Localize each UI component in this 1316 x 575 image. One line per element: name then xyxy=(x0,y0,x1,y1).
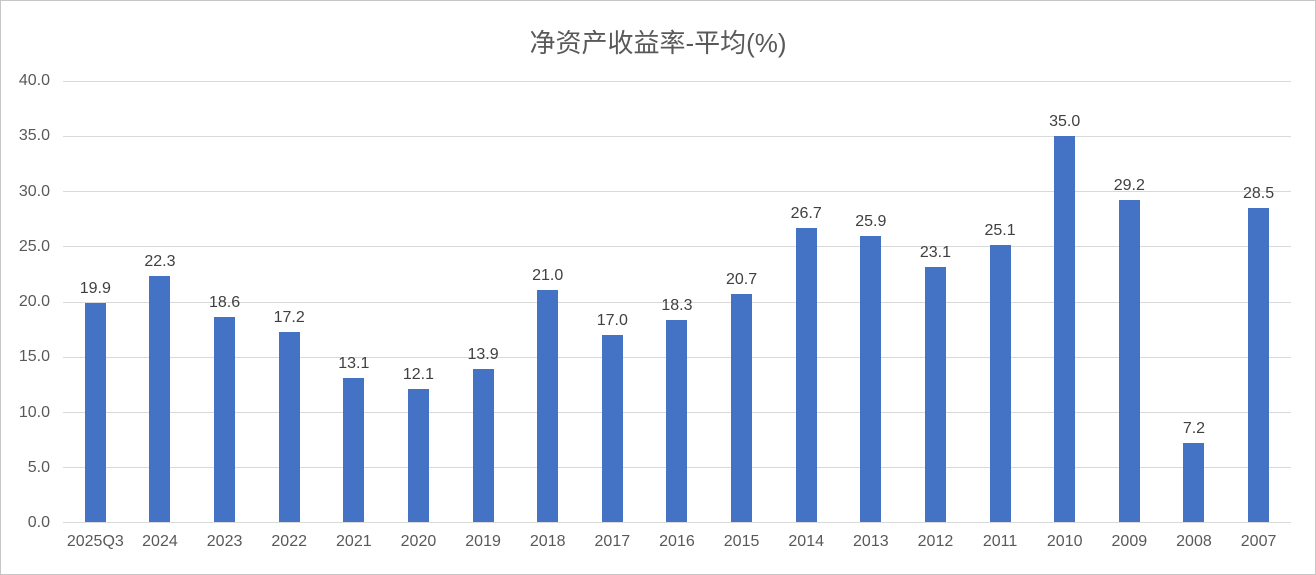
bar-column-2025Q3: 19.9 xyxy=(63,81,128,522)
x-axis-tick-label: 2022 xyxy=(271,533,307,550)
bar-column-2021: 13.1 xyxy=(322,81,387,522)
x-axis-tick-label: 2007 xyxy=(1240,533,1277,550)
bar-column-2016: 18.3 xyxy=(645,81,710,522)
gridline xyxy=(63,246,1291,248)
x-axis-tick-label: 2020 xyxy=(400,533,437,550)
chart-title: 净资产收益率-平均(%) xyxy=(529,27,787,58)
bar-value-label: 17.0 xyxy=(596,311,628,329)
bar-value-label: 25.1 xyxy=(984,222,1016,240)
x-axis-tick-label: 2024 xyxy=(142,533,178,550)
bar-2017 xyxy=(601,334,623,522)
bar-2014 xyxy=(795,227,817,522)
bar-2010 xyxy=(1054,136,1076,522)
y-axis-tick-label: 5.0 xyxy=(27,458,50,476)
bar-2016 xyxy=(666,320,688,522)
bar-2025Q3 xyxy=(84,302,106,522)
y-axis-tick-label: 40.0 xyxy=(18,72,50,89)
bar-value-label: 19.9 xyxy=(79,279,111,297)
y-axis-tick-label: 20.0 xyxy=(18,293,50,310)
x-axis-tick-label: 2017 xyxy=(594,533,631,550)
y-axis-tick-label: 10.0 xyxy=(18,403,50,421)
bar-value-label: 17.2 xyxy=(273,309,305,327)
bar-column-2009: 29.2 xyxy=(1097,81,1162,522)
y-axis-tick-label: 0.0 xyxy=(27,514,50,531)
bar-column-2022: 17.2 xyxy=(257,81,322,522)
y-axis-tick-label: 25.0 xyxy=(18,237,50,255)
bar-2024 xyxy=(149,276,171,522)
chart-body: 0.0 5.0 10.0 15.0 20.0 25.0 30.0 35.0 40.0 19.9 2… xyxy=(1,72,1315,531)
bar-column-2023: 18.6 xyxy=(192,81,257,522)
bar-column-2007: 28.5 xyxy=(1226,81,1291,522)
x-axis-tick-label: 2012 xyxy=(917,533,954,550)
bar-column-2015: 20.7 xyxy=(709,81,774,522)
bar-value-label: 18.3 xyxy=(661,297,693,315)
bar-2013 xyxy=(860,236,882,522)
x-axis-tick-label: 2015 xyxy=(723,533,760,550)
plot-area: 19.9 22.3 18.6 17.2 13.1 12.1 13.9 21.0 17.0 18.3… xyxy=(63,81,1291,523)
x-axis-tick-label: 2023 xyxy=(206,533,243,550)
x-axis-tick-label: 2008 xyxy=(1176,533,1212,550)
bar-column-2011: 25.1 xyxy=(968,81,1033,522)
bar-value-label: 22.3 xyxy=(144,253,176,271)
bar-2008 xyxy=(1183,442,1205,522)
y-axis-tick-label: 30.0 xyxy=(18,182,50,200)
gridline xyxy=(63,136,1291,138)
bar-2022 xyxy=(278,332,300,522)
bar-2019 xyxy=(472,368,494,522)
bar-value-label: 12.1 xyxy=(402,365,434,383)
bar-value-label: 7.2 xyxy=(1182,419,1206,437)
bar-value-label: 28.5 xyxy=(1242,184,1275,202)
bar-value-label: 21.0 xyxy=(532,267,564,285)
bar-2018 xyxy=(537,290,559,522)
x-axis-tick-label: 2021 xyxy=(336,533,372,550)
bar-2012 xyxy=(924,267,946,522)
gridline xyxy=(63,301,1291,303)
bar-2011 xyxy=(989,245,1011,522)
bar-column-2012: 23.1 xyxy=(903,81,968,522)
bar-column-2018: 21.0 xyxy=(515,81,580,522)
bar-2015 xyxy=(731,293,753,522)
bar-column-2010: 35.0 xyxy=(1032,81,1097,522)
bar-column-2020: 12.1 xyxy=(386,81,451,522)
gridline xyxy=(63,81,1291,82)
y-axis-tick-label: 35.0 xyxy=(18,127,50,145)
x-axis-tick-label: 2025Q3 xyxy=(66,533,124,550)
bar-value-label: 13.1 xyxy=(338,354,370,372)
y-axis: 0.0 5.0 10.0 15.0 20.0 25.0 30.0 35.0 40.0 xyxy=(1,72,63,531)
bar-value-label: 23.1 xyxy=(919,244,951,262)
x-axis-tick-label: 2014 xyxy=(788,533,824,550)
bar-column-2024: 22.3 xyxy=(128,81,193,522)
bar-2020 xyxy=(407,388,429,522)
bar-2009 xyxy=(1118,200,1140,522)
y-axis-tick-label: 15.0 xyxy=(18,348,50,366)
x-axis-tick-label: 2009 xyxy=(1111,533,1148,550)
bar-value-label: 26.7 xyxy=(790,204,822,222)
bar-value-label: 29.2 xyxy=(1113,177,1145,195)
bar-2007 xyxy=(1248,207,1270,522)
bar-column-2019: 13.9 xyxy=(451,81,516,522)
bar-column-2008: 7.2 xyxy=(1162,81,1227,522)
x-axis: 2025Q3 2024 2023 2022 2021 2020 2019 2018 2017 20… xyxy=(63,523,1291,551)
bar-value-label: 25.9 xyxy=(855,213,887,231)
bar-value-label: 18.6 xyxy=(208,293,241,311)
x-axis-tick-label: 2013 xyxy=(853,533,889,550)
bar-value-label: 35.0 xyxy=(1049,113,1081,131)
bar-value-label: 13.9 xyxy=(467,345,499,363)
x-axis-tick-label: 2018 xyxy=(529,533,566,550)
x-axis-tick-label: 2016 xyxy=(659,533,695,550)
x-axis-tick-label: 2011 xyxy=(982,533,1018,550)
bar-column-2014: 26.7 xyxy=(774,81,839,522)
x-axis-tick-label: 2010 xyxy=(1046,533,1083,550)
bar-column-2017: 17.0 xyxy=(580,81,645,522)
gridline xyxy=(63,191,1291,193)
bars-row: 19.9 22.3 18.6 17.2 13.1 12.1 13.9 21.0 17.0 18.3… xyxy=(63,81,1291,522)
bar-value-label: 20.7 xyxy=(725,270,758,288)
bar-2023 xyxy=(214,316,236,522)
bar-2021 xyxy=(343,377,365,522)
bar-column-2013: 25.9 xyxy=(839,81,904,522)
x-axis-tick-label: 2019 xyxy=(465,533,501,550)
